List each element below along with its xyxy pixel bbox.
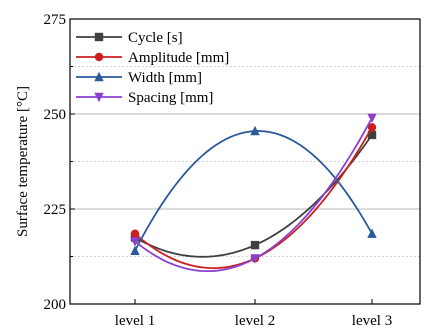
- y-axis-label: Surface temperature [°C]: [15, 86, 31, 237]
- legend-marker: [94, 71, 104, 82]
- data-point: [250, 125, 260, 136]
- legend: Cycle [s] Amplitude [mm] Width [mm] Spacing…: [76, 30, 229, 106]
- data-point: [367, 123, 377, 132]
- y-tick-label: 200: [44, 297, 67, 313]
- y-tick-label: 250: [44, 107, 67, 123]
- legend-marker: [94, 52, 104, 62]
- grid-lines: [70, 66, 420, 257]
- data-point: [367, 130, 377, 140]
- x-tick-label: level 1: [115, 313, 155, 329]
- data-point: [250, 240, 260, 250]
- data-point: [130, 229, 140, 238]
- data-point: [250, 254, 260, 264]
- legend-label: Spacing [mm]: [128, 90, 213, 106]
- legend-label: Width [mm]: [128, 70, 202, 86]
- data-point: [130, 237, 140, 247]
- legend-entry: Cycle [s]: [76, 30, 183, 46]
- series-layer: [130, 113, 377, 273]
- data-point: [367, 113, 377, 123]
- series-line: [134, 134, 373, 258]
- x-tick-label: level 3: [352, 313, 392, 329]
- legend-marker: [94, 92, 104, 103]
- legend-label: Cycle [s]: [128, 30, 183, 46]
- series-0: [130, 130, 377, 258]
- series-3: [130, 113, 377, 273]
- series-2: [130, 125, 377, 255]
- data-point: [367, 228, 377, 238]
- legend-marker: [94, 32, 104, 42]
- series-line: [134, 130, 373, 252]
- y-tick-label: 225: [44, 202, 67, 218]
- y-axis: 200 225 250 275: [44, 12, 75, 313]
- x-tick-label: level 2: [235, 313, 275, 329]
- x-axis: level 1 level 2 level 3: [115, 299, 392, 329]
- data-point: [130, 245, 140, 255]
- legend-entry: Spacing [mm]: [76, 90, 213, 106]
- legend-entry: Amplitude [mm]: [76, 50, 229, 66]
- legend-label: Amplitude [mm]: [128, 50, 229, 66]
- y-tick-label: 275: [44, 12, 67, 28]
- legend-entry: Width [mm]: [76, 70, 202, 86]
